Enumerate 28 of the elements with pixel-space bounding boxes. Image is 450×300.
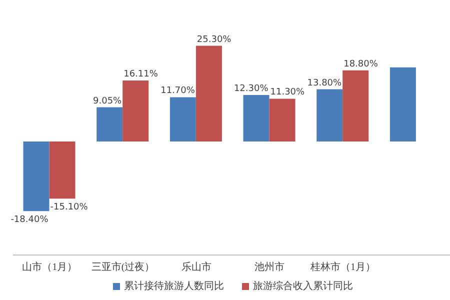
- bar: [316, 89, 343, 142]
- x-tick-label: 三亚市(过夜）: [91, 261, 155, 274]
- x-tick-label: 乐山市: [181, 261, 212, 274]
- legend-label: 累计接待旅游人数同比: [124, 280, 224, 293]
- bar: [170, 97, 196, 142]
- data-label: 12.30%: [234, 84, 269, 94]
- data-label: 25.30%: [196, 34, 232, 45]
- data-label: 9.05%: [93, 96, 122, 106]
- bar: [342, 70, 369, 142]
- x-tick-label: 池州市: [254, 261, 285, 274]
- bar: [96, 107, 123, 142]
- bar: [390, 67, 416, 142]
- x-tick-label: 山市（1月）: [22, 261, 78, 274]
- data-label: 11.30%: [270, 88, 306, 98]
- bar: [196, 46, 222, 142]
- data-label: 13.80%: [307, 78, 342, 88]
- bar: [243, 94, 270, 142]
- bar: [49, 142, 76, 199]
- legend-label: 旅游综合收入累计同比: [253, 280, 353, 293]
- data-label: 18.80%: [344, 59, 378, 70]
- bar: [269, 98, 296, 142]
- data-label: -15.10%: [50, 202, 88, 213]
- data-label: -18.40%: [10, 215, 49, 226]
- data-label: 11.70%: [160, 86, 196, 96]
- x-tick-label: 桂林市（1月）: [310, 261, 376, 274]
- bar: [23, 142, 50, 212]
- data-label: 16.11%: [124, 70, 158, 80]
- bar: [122, 80, 149, 142]
